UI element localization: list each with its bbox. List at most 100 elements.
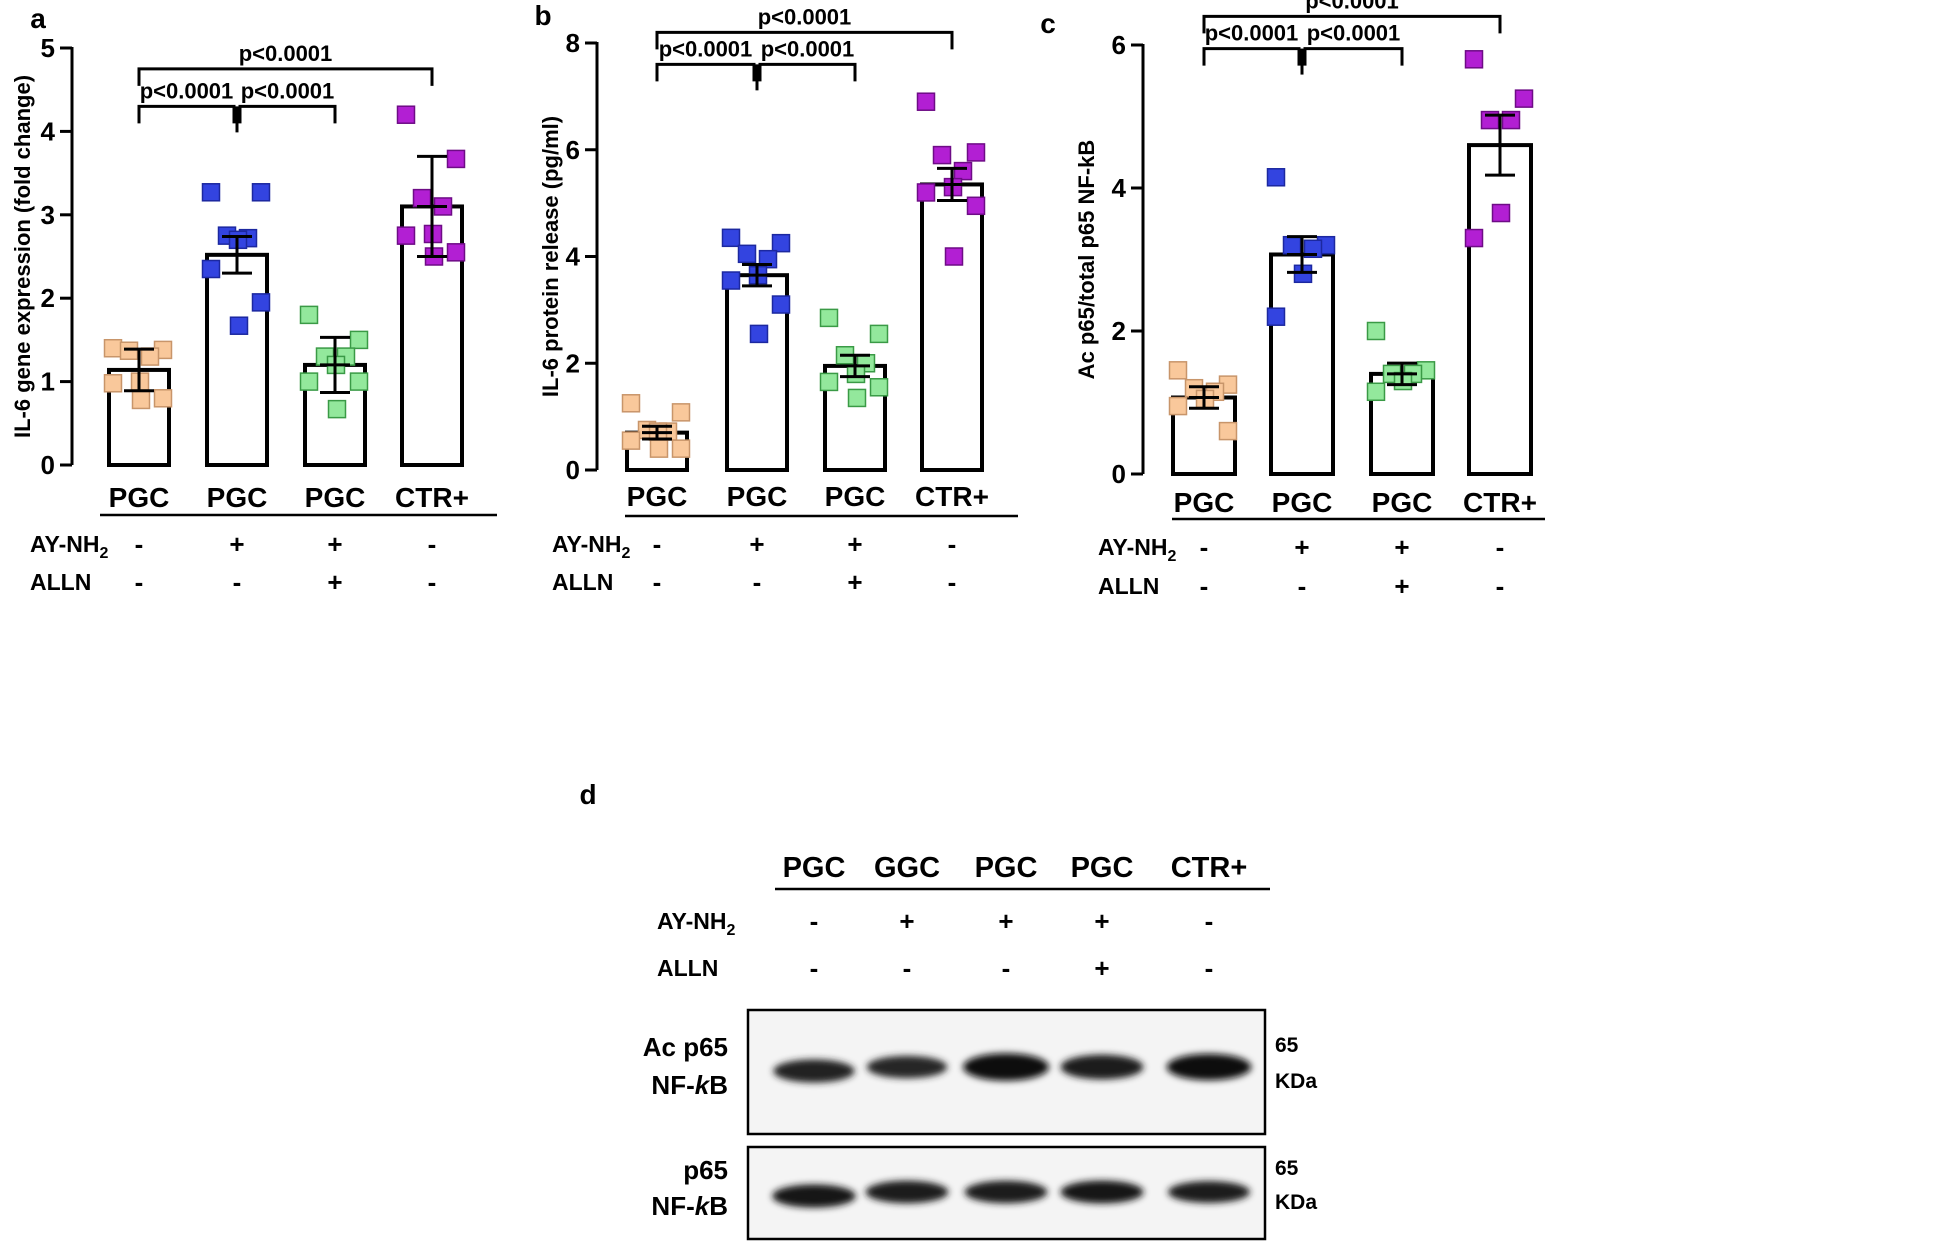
treatment-name: ALLN <box>1098 573 1159 599</box>
treatment-mark: - <box>948 529 957 559</box>
bar <box>205 252 269 467</box>
data-point <box>721 228 741 248</box>
data-point <box>251 183 271 202</box>
treatment-mark: - <box>233 567 242 597</box>
blot-row-label-part: k <box>695 1070 711 1100</box>
significance-bracket <box>137 104 236 124</box>
data-point <box>671 439 691 458</box>
data-point <box>201 183 221 202</box>
data-point <box>1366 382 1386 402</box>
blot-band <box>773 1059 855 1083</box>
panel-b: b 0 2 4 6 8 IL-6 protein release (pg/ml) p<0.00… <box>534 0 1018 597</box>
y-tick-label: 4 <box>1112 173 1127 203</box>
treatment-label: ALLN <box>657 955 718 981</box>
category-label: PGC <box>207 482 268 513</box>
treatment-name: AY-NH <box>1098 534 1167 560</box>
data-point <box>446 243 466 262</box>
p-value-label: p<0.0001 <box>239 41 333 66</box>
treatment-subscript: 2 <box>99 545 108 562</box>
treatment-mark: - <box>1205 953 1214 983</box>
data-point <box>1491 203 1511 223</box>
blot-row-label: p65 <box>683 1155 728 1185</box>
treatment-mark: + <box>847 529 862 559</box>
molecular-weight: 65 <box>1275 1157 1299 1180</box>
treatment-label: ALLN <box>552 569 613 595</box>
treatment-mark: - <box>948 567 957 597</box>
data-point <box>847 388 867 408</box>
data-point <box>1168 361 1188 380</box>
p-value-label: p<0.0001 <box>1205 21 1299 46</box>
data-point <box>916 183 936 202</box>
panel-letter: d <box>579 779 596 810</box>
treatment-mark: - <box>1002 953 1011 983</box>
data-point <box>103 338 123 358</box>
y-axis-label: IL-6 gene expression (fold change) <box>10 75 35 438</box>
data-point <box>1464 228 1484 248</box>
treatment-name: ALLN <box>552 569 613 595</box>
category-label: PGC <box>825 481 886 512</box>
y-axis-label: Ac p65/total p65 NF-kB <box>1074 140 1099 380</box>
data-point <box>251 293 271 312</box>
category-label: PGC <box>305 482 366 513</box>
blot-row-label: Ac p65 <box>643 1032 728 1062</box>
data-point <box>966 143 986 162</box>
data-point <box>671 403 691 422</box>
treatment-mark: - <box>135 529 144 559</box>
blot-row-label-part: B <box>709 1070 728 1100</box>
treatment-label: AY-NH2 <box>30 531 108 562</box>
category-label: PGC <box>727 481 788 512</box>
y-tick-label: 1 <box>41 367 55 397</box>
panel-letter: a <box>30 3 46 34</box>
blot-band <box>964 1180 1048 1204</box>
panel-letter: c <box>1040 8 1056 39</box>
data-point <box>140 347 160 366</box>
data-point <box>412 188 432 208</box>
treatment-mark: - <box>810 953 819 983</box>
treatment-mark: - <box>135 567 144 597</box>
y-tick-label: 0 <box>566 455 580 485</box>
bar <box>1269 252 1335 476</box>
data-point <box>327 399 347 419</box>
lane-label: CTR+ <box>1171 852 1248 884</box>
data-point <box>737 244 757 264</box>
p-value-label: p<0.0001 <box>1307 21 1401 46</box>
data-point <box>944 247 964 266</box>
data-point <box>869 324 889 344</box>
treatment-mark: - <box>428 529 437 559</box>
p-value-label: p<0.0001 <box>761 36 855 61</box>
treatment-name: ALLN <box>657 955 718 981</box>
treatment-name: ALLN <box>30 569 91 595</box>
significance-bracket <box>137 67 434 86</box>
p-value-label: p<0.0001 <box>758 4 852 29</box>
treatment-label: ALLN <box>30 569 91 595</box>
data-point <box>649 439 669 458</box>
blot-band <box>1060 1180 1144 1204</box>
treatment-mark: - <box>903 953 912 983</box>
p-value-label: p<0.0001 <box>659 36 753 61</box>
bar <box>1467 143 1533 476</box>
treatment-mark: - <box>1200 532 1209 562</box>
blot-row-label: NF-kB <box>651 1070 728 1100</box>
data-point <box>103 374 123 393</box>
y-tick-label: 3 <box>41 200 55 230</box>
blot-band <box>866 1055 948 1079</box>
data-point <box>201 259 221 279</box>
data-point <box>349 372 369 391</box>
y-tick-label: 8 <box>566 28 580 58</box>
category-label: CTR+ <box>395 482 469 513</box>
treatment-mark: - <box>753 567 762 597</box>
blot-band <box>963 1053 1049 1081</box>
significance-bracket <box>758 62 857 82</box>
y-tick-label: 5 <box>41 33 55 63</box>
bar <box>920 182 984 472</box>
molecular-weight-unit: KDa <box>1275 1070 1317 1093</box>
treatment-mark: - <box>1200 571 1209 601</box>
data-point <box>1168 396 1188 416</box>
lane-label: PGC <box>975 852 1038 884</box>
category-label: PGC <box>627 481 688 512</box>
data-point <box>819 372 839 392</box>
data-point <box>771 295 791 314</box>
bar <box>1369 371 1435 476</box>
treatment-subscript: 2 <box>1167 548 1176 565</box>
data-point <box>446 149 466 169</box>
